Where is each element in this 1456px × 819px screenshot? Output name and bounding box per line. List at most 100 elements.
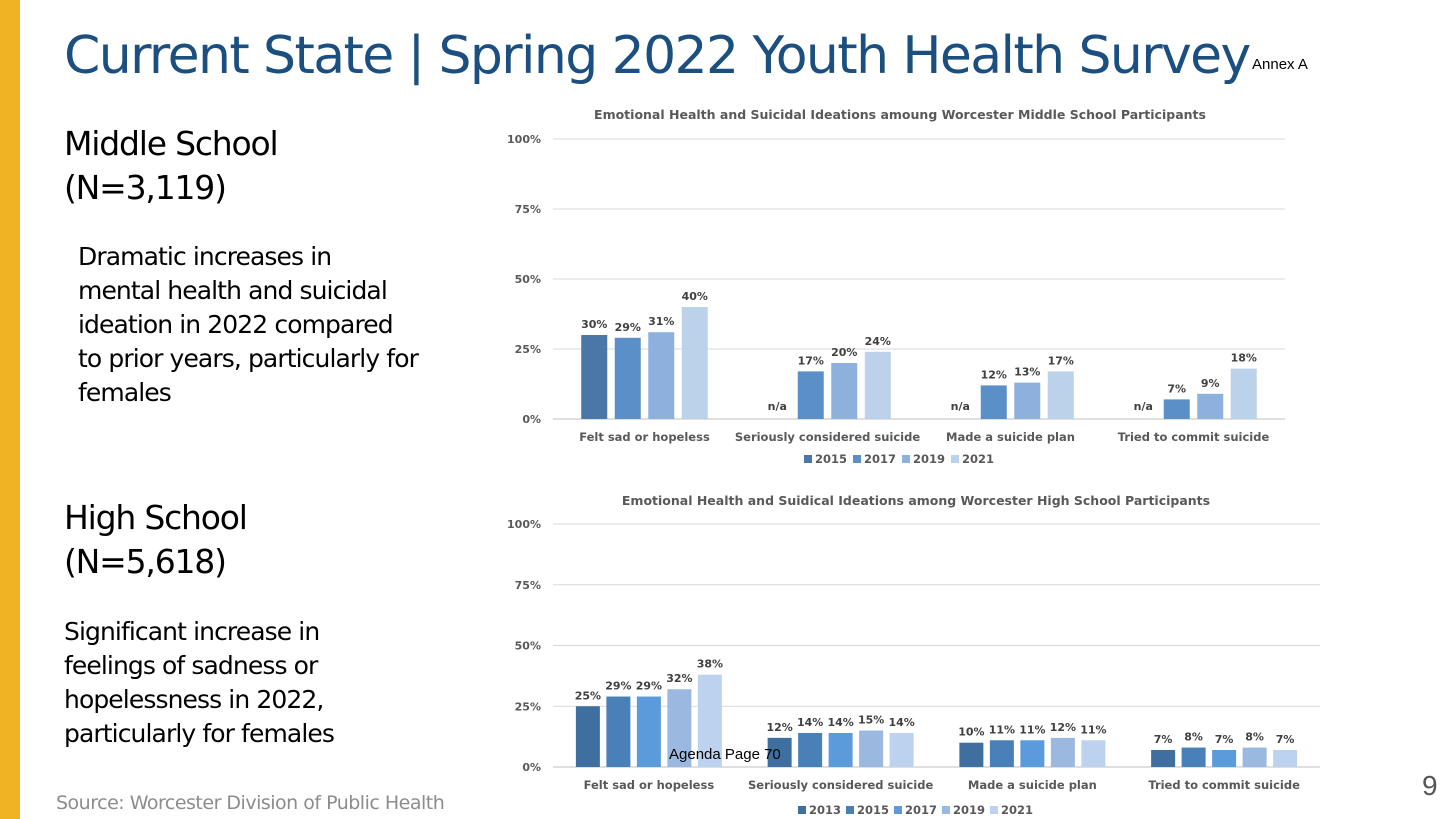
ms-y-tick-label: 25%: [515, 343, 541, 356]
hs-data-label: 14%: [827, 716, 853, 729]
middle-school-summary: Dramatic increases in mental health and …: [78, 242, 419, 407]
hs-legend-label: 2013: [809, 803, 841, 817]
hs-data-label: 7%: [1215, 733, 1234, 746]
hs-data-label: 25%: [575, 689, 601, 702]
hs-data-label: 29%: [636, 680, 662, 693]
hs-bar: [767, 737, 792, 767]
hs-bar: [828, 732, 853, 767]
hs-data-label: 8%: [1184, 731, 1203, 744]
ms-data-label: 18%: [1231, 352, 1257, 365]
hs-bar: [1212, 749, 1237, 767]
hs-category-label: Tried to commit suicide: [1148, 778, 1300, 792]
hs-data-label: 15%: [858, 714, 884, 727]
high-school-summary: Significant increase in feelings of sadn…: [64, 617, 335, 748]
annex-label: Annex A: [1252, 56, 1308, 73]
hs-bar: [1020, 740, 1045, 767]
ms-y-tick-label: 100%: [507, 133, 541, 146]
hs-data-label: 8%: [1245, 731, 1264, 744]
ms-data-label: 13%: [1014, 366, 1040, 379]
ms-data-label: 29%: [615, 321, 641, 334]
hs-data-label: 12%: [766, 721, 792, 734]
ms-bar: [1163, 399, 1190, 419]
hs-data-label: 14%: [888, 716, 914, 729]
hs-bar: [636, 696, 661, 767]
middle-school-title: Middle School: [64, 124, 279, 163]
hs-bar: [1151, 749, 1176, 767]
ms-data-label: n/a: [1134, 400, 1153, 413]
ms-data-label: 12%: [981, 368, 1007, 381]
hs-data-label: 11%: [1080, 723, 1106, 736]
ms-y-tick-label: 50%: [515, 273, 541, 286]
hs-y-tick-label: 75%: [515, 579, 541, 592]
hs-data-label: 29%: [605, 680, 631, 693]
hs-bar: [859, 730, 884, 767]
ms-data-label: 7%: [1167, 382, 1186, 395]
hs-chart-title: Emotional Health and Suidical Ideations …: [622, 493, 1210, 508]
ms-chart-title: Emotional Health and Suicidal Ideations …: [594, 107, 1206, 122]
ms-legend-swatch: [853, 455, 861, 463]
hs-legend-label: 2015: [857, 803, 889, 817]
accent-bar: [0, 0, 20, 819]
ms-data-label: 9%: [1201, 377, 1220, 390]
agenda-page-note: Agenda Page 70: [669, 746, 781, 763]
hs-bar: [959, 742, 984, 767]
hs-data-label: 38%: [697, 658, 723, 671]
hs-y-tick-label: 0%: [522, 761, 541, 774]
hs-bar: [1050, 737, 1075, 767]
ms-bar: [1197, 393, 1224, 419]
ms-data-label: n/a: [951, 400, 970, 413]
ms-category-label: Tried to commit suicide: [1118, 430, 1270, 444]
ms-y-tick-label: 0%: [522, 413, 541, 426]
hs-bar: [989, 740, 1014, 767]
hs-y-tick-label: 25%: [515, 700, 541, 713]
hs-legend-swatch: [942, 806, 950, 814]
hs-bar: [798, 732, 823, 767]
hs-category-label: Made a suicide plan: [968, 778, 1097, 792]
ms-data-label: 31%: [648, 315, 674, 328]
hs-legend-label: 2017: [905, 803, 937, 817]
high-school-heading: High School (N=5,618): [64, 496, 248, 584]
hs-legend-label: 2019: [953, 803, 985, 817]
middle-school-heading: Middle School (N=3,119): [64, 122, 279, 210]
ms-data-label: 17%: [1048, 354, 1074, 367]
hs-bar: [697, 674, 722, 767]
ms-legend-swatch: [804, 455, 812, 463]
ms-data-label: 20%: [831, 346, 857, 359]
page-number: 9: [1422, 770, 1438, 801]
hs-data-label: 12%: [1050, 721, 1076, 734]
ms-legend-label: 2019: [913, 452, 945, 466]
ms-data-label: 40%: [682, 290, 708, 303]
hs-category-label: Seriously considered suicide: [748, 778, 933, 792]
ms-data-label: 24%: [865, 335, 891, 348]
ms-data-label: 17%: [798, 354, 824, 367]
hs-bar: [889, 732, 914, 767]
ms-bar: [614, 337, 641, 419]
ms-bar: [1230, 368, 1257, 419]
ms-legend-label: 2017: [864, 452, 896, 466]
ms-data-label: 30%: [581, 318, 607, 331]
hs-legend-swatch: [894, 806, 902, 814]
ms-category-label: Felt sad or hopeless: [579, 430, 710, 444]
ms-legend-swatch: [951, 455, 959, 463]
ms-category-label: Seriously considered suicide: [735, 430, 920, 444]
ms-bar: [581, 335, 608, 419]
hs-legend-label: 2021: [1001, 803, 1033, 817]
hs-bar: [606, 696, 631, 767]
hs-data-label: 14%: [797, 716, 823, 729]
high-school-count: (N=5,618): [64, 542, 227, 581]
hs-legend-swatch: [990, 806, 998, 814]
ms-chart-area: [505, 100, 1305, 480]
slide-title: Current State | Spring 2022 Youth Health…: [64, 26, 1251, 86]
ms-category-label: Made a suicide plan: [946, 430, 1075, 444]
ms-legend-label: 2015: [815, 452, 847, 466]
hs-category-label: Felt sad or hopeless: [584, 778, 715, 792]
ms-bar: [681, 307, 708, 419]
hs-data-label: 11%: [989, 723, 1015, 736]
hs-bar: [575, 706, 600, 767]
ms-bar: [831, 363, 858, 419]
ms-bar: [648, 332, 675, 419]
hs-chart-area: [505, 488, 1335, 819]
hs-data-label: 7%: [1154, 733, 1173, 746]
hs-y-tick-label: 100%: [507, 518, 541, 531]
